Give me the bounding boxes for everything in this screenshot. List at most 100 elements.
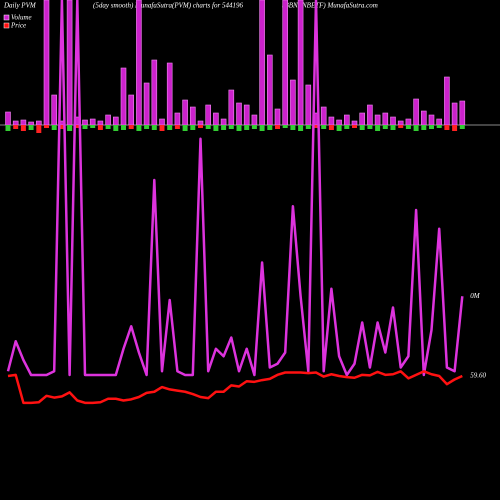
change-bar <box>82 125 88 129</box>
change-bar <box>275 125 280 129</box>
volume-bar <box>166 62 173 126</box>
change-bar <box>390 125 396 130</box>
volume-bar <box>451 102 458 126</box>
legend-swatch <box>3 14 10 21</box>
change-bar <box>5 125 11 131</box>
volume-bar <box>236 102 242 126</box>
volume-bar <box>143 82 150 126</box>
volume-bar <box>436 118 443 126</box>
change-bar <box>13 125 19 129</box>
change-bar <box>59 125 65 129</box>
volume-bar <box>5 111 11 126</box>
volume-bar <box>197 120 204 126</box>
chart-title-right: (BBNPNBETF) MunafaSutra.com <box>282 2 378 10</box>
change-bar <box>313 125 319 128</box>
change-bar <box>36 125 42 133</box>
volume-bar <box>159 118 165 126</box>
change-bar <box>405 125 411 129</box>
change-bar <box>182 125 188 131</box>
volume-bar <box>28 121 34 126</box>
volume-bar <box>151 59 158 126</box>
volume-bar <box>297 0 304 126</box>
change-bar <box>144 125 150 129</box>
volume-bar <box>367 104 373 126</box>
volume-bar <box>351 120 358 126</box>
change-bar <box>174 125 180 129</box>
change-bar <box>429 125 434 129</box>
volume-bar <box>43 0 50 126</box>
change-bar <box>159 125 165 131</box>
volume-bar <box>274 108 281 126</box>
volume-bar <box>420 110 427 126</box>
volume-bar <box>82 119 88 126</box>
change-bar <box>290 125 296 130</box>
volume-bar <box>382 112 389 126</box>
chart-title: (5day smooth) MunafaSutra(PVM) charts fo… <box>93 2 243 10</box>
change-bar <box>213 125 219 131</box>
volume-bar <box>405 118 412 126</box>
volume-bar <box>228 89 235 126</box>
change-bar <box>398 125 404 128</box>
volume-bar <box>190 106 196 126</box>
volume-bar <box>305 84 312 126</box>
volume-bar <box>220 118 227 126</box>
change-bar <box>298 125 304 131</box>
change-bar <box>375 125 381 131</box>
volume-bar <box>89 118 96 126</box>
volume-line-end-label: 0M <box>470 292 481 300</box>
change-bar <box>282 125 288 128</box>
volume-bar <box>282 0 289 126</box>
change-bar <box>44 125 49 128</box>
change-bar <box>236 125 242 131</box>
change-bar <box>128 125 134 129</box>
volume-bar <box>113 116 119 126</box>
change-bar <box>74 125 80 128</box>
change-bar <box>413 125 419 131</box>
volume-bar <box>20 119 27 126</box>
change-bar <box>436 125 442 128</box>
volume-bar <box>205 104 211 126</box>
volume-bar <box>290 79 296 126</box>
change-bar <box>452 125 458 131</box>
change-bar <box>221 125 227 130</box>
change-bar <box>259 125 265 131</box>
change-bar <box>321 125 327 129</box>
change-bar <box>190 125 196 130</box>
volume-bar <box>213 112 219 126</box>
volume-bar <box>459 100 466 126</box>
price-line-end-label: 59.60 <box>470 372 486 380</box>
volume-line <box>6 0 464 377</box>
volume-bar <box>51 94 58 126</box>
volume-bar <box>328 116 335 126</box>
volume-bar <box>413 98 419 126</box>
change-bar <box>251 125 257 129</box>
change-bar <box>267 125 273 130</box>
change-bar <box>244 125 250 130</box>
legend-swatch <box>3 22 10 29</box>
change-bar <box>336 125 342 131</box>
change-bar <box>444 125 450 130</box>
change-bar <box>20 125 26 131</box>
volume-bar <box>12 120 19 126</box>
volume-bar <box>128 94 134 126</box>
change-bar <box>305 125 311 129</box>
change-bar <box>67 125 73 131</box>
volume-bar <box>390 116 396 126</box>
change-bar <box>121 125 126 130</box>
volume-bar <box>428 114 435 126</box>
change-bar <box>167 125 173 130</box>
change-bar <box>382 125 388 129</box>
volume-bar <box>35 120 42 126</box>
change-bar <box>151 125 157 130</box>
volume-bar <box>320 106 327 126</box>
change-bar <box>205 125 211 129</box>
volume-bar <box>336 119 342 126</box>
change-bar <box>352 125 357 128</box>
volume-bar <box>374 114 381 126</box>
change-bar <box>421 125 427 130</box>
volume-bar <box>97 120 104 126</box>
volume-bar <box>343 114 350 126</box>
volume-bar <box>136 0 142 126</box>
legend-label: Price <box>10 22 26 30</box>
chart-title-left: Daily PVM <box>3 2 37 10</box>
